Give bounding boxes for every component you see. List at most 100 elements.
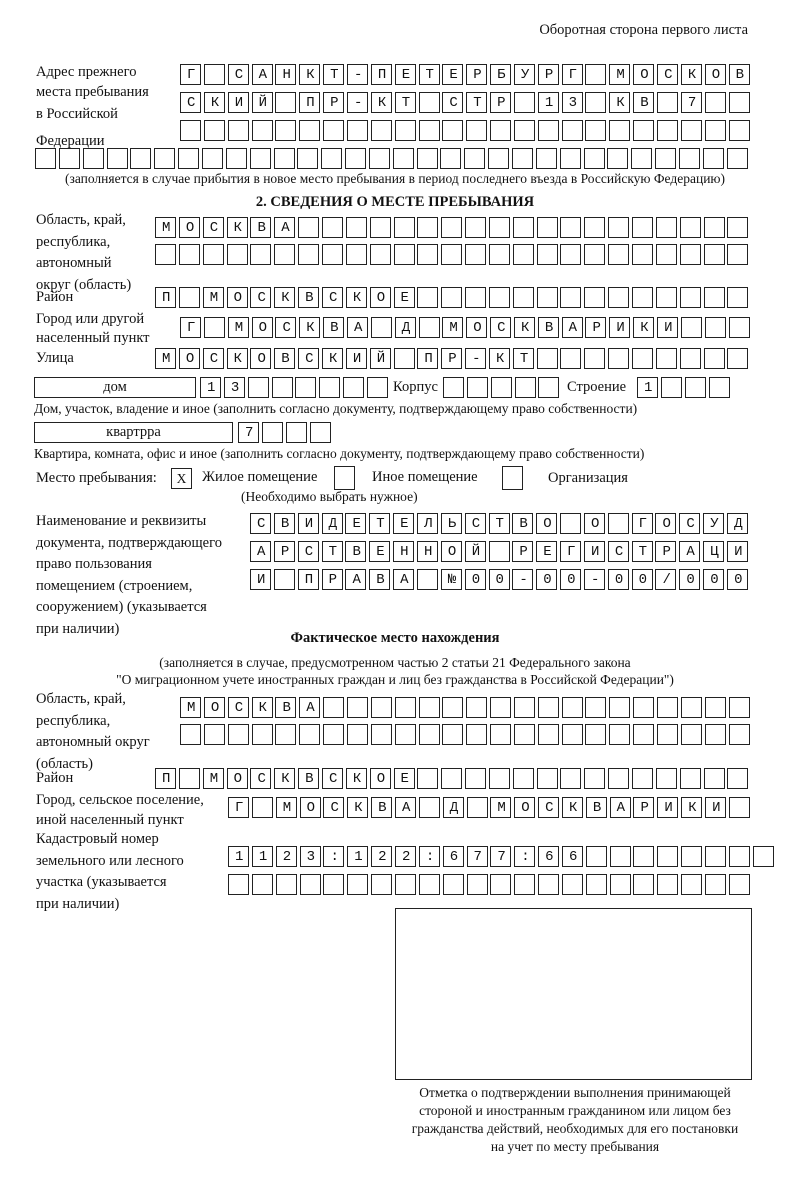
char-cell[interactable] <box>297 148 319 169</box>
char-cell[interactable] <box>440 569 462 590</box>
char-cell[interactable] <box>728 120 750 141</box>
char-cell[interactable] <box>228 846 249 867</box>
char-cell[interactable] <box>416 569 438 590</box>
char-cell[interactable] <box>321 287 343 308</box>
char-cell[interactable] <box>536 513 558 534</box>
char-cell[interactable] <box>608 217 630 238</box>
char-cell[interactable] <box>609 724 631 745</box>
char-cell[interactable] <box>345 541 367 562</box>
char-cell[interactable] <box>632 768 653 789</box>
char-cell[interactable] <box>273 541 295 562</box>
char-cell[interactable] <box>226 348 248 369</box>
char-cell[interactable] <box>609 120 631 141</box>
char-cell[interactable] <box>345 569 367 590</box>
char-cell[interactable] <box>490 92 512 113</box>
char-cell[interactable] <box>679 768 701 789</box>
char-cell[interactable] <box>369 244 391 265</box>
char-cell[interactable] <box>609 317 631 338</box>
char-cell[interactable] <box>655 513 677 534</box>
char-cell[interactable] <box>273 569 295 590</box>
char-cell[interactable] <box>466 92 488 113</box>
char-cell[interactable] <box>274 768 296 789</box>
char-cell[interactable] <box>726 148 748 169</box>
char-cell[interactable] <box>705 874 726 895</box>
char-cell[interactable] <box>369 768 391 789</box>
char-cell[interactable] <box>275 92 297 113</box>
char-cell[interactable] <box>369 569 391 590</box>
char-cell[interactable] <box>321 768 343 789</box>
char-cell[interactable] <box>366 377 388 398</box>
char-cell[interactable] <box>561 724 583 745</box>
char-cell[interactable] <box>271 377 293 398</box>
char-cell[interactable] <box>679 244 701 265</box>
char-cell[interactable] <box>369 513 391 534</box>
char-cell[interactable] <box>418 846 440 867</box>
char-cell[interactable] <box>704 317 726 338</box>
char-cell[interactable] <box>251 874 273 895</box>
char-cell[interactable] <box>223 377 245 398</box>
char-cell[interactable] <box>201 148 223 169</box>
char-cell[interactable] <box>681 874 703 895</box>
char-cell[interactable] <box>178 348 200 369</box>
char-cell[interactable] <box>309 422 331 443</box>
char-cell[interactable] <box>251 697 273 718</box>
char-cell[interactable] <box>440 513 462 534</box>
char-cell[interactable] <box>703 217 725 238</box>
char-cell[interactable] <box>323 874 345 895</box>
char-cell[interactable] <box>514 874 536 895</box>
char-cell[interactable] <box>346 120 368 141</box>
char-cell[interactable] <box>655 541 677 562</box>
char-cell[interactable] <box>393 287 415 308</box>
char-cell[interactable] <box>251 724 273 745</box>
char-cell[interactable] <box>704 92 726 113</box>
char-cell[interactable] <box>321 217 343 238</box>
char-cell[interactable] <box>657 92 678 113</box>
char-cell[interactable] <box>514 377 536 398</box>
char-cell[interactable] <box>275 697 297 718</box>
char-cell[interactable] <box>512 348 534 369</box>
char-cell[interactable] <box>609 64 631 85</box>
char-cell[interactable] <box>442 797 464 818</box>
char-cell[interactable] <box>298 287 320 308</box>
char-cell[interactable] <box>416 541 438 562</box>
char-cell[interactable] <box>393 244 415 265</box>
char-cell[interactable] <box>417 348 439 369</box>
char-cell[interactable] <box>393 768 415 789</box>
char-cell[interactable] <box>442 697 464 718</box>
char-cell[interactable] <box>537 64 559 85</box>
char-cell[interactable] <box>247 377 269 398</box>
char-cell[interactable] <box>727 768 749 789</box>
char-cell[interactable] <box>442 317 464 338</box>
char-cell[interactable] <box>632 287 653 308</box>
char-cell[interactable] <box>275 120 297 141</box>
char-cell[interactable] <box>442 846 464 867</box>
char-cell[interactable] <box>275 874 297 895</box>
char-cell[interactable] <box>728 64 750 85</box>
char-cell[interactable] <box>394 724 416 745</box>
char-cell[interactable] <box>394 317 416 338</box>
char-cell[interactable] <box>585 64 607 85</box>
char-cell[interactable] <box>323 317 345 338</box>
char-cell[interactable] <box>178 244 200 265</box>
char-cell[interactable] <box>250 569 271 590</box>
char-cell[interactable] <box>536 569 558 590</box>
char-cell[interactable] <box>250 768 272 789</box>
char-cell[interactable] <box>371 846 393 867</box>
char-cell[interactable] <box>275 317 297 338</box>
char-cell[interactable] <box>465 287 487 308</box>
char-cell[interactable] <box>417 287 439 308</box>
char-cell[interactable] <box>466 64 488 85</box>
char-cell[interactable] <box>512 244 534 265</box>
char-cell[interactable] <box>512 217 534 238</box>
char-cell[interactable] <box>537 697 559 718</box>
char-cell[interactable] <box>561 874 583 895</box>
char-cell[interactable] <box>323 724 345 745</box>
char-cell[interactable] <box>250 217 272 238</box>
char-cell[interactable] <box>249 148 271 169</box>
char-cell[interactable] <box>393 348 415 369</box>
char-cell[interactable] <box>679 569 701 590</box>
char-cell[interactable] <box>633 64 655 85</box>
char-cell[interactable] <box>655 768 677 789</box>
char-cell[interactable] <box>345 287 367 308</box>
char-cell[interactable] <box>323 120 345 141</box>
